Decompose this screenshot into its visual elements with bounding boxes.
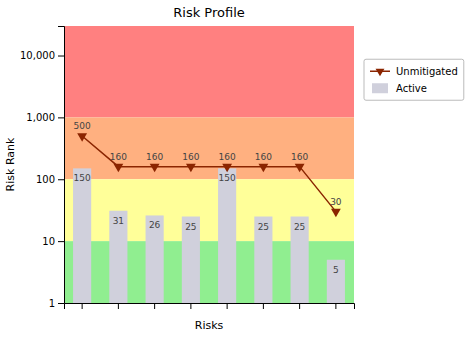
y-tick-mark	[58, 303, 64, 304]
x-tick	[190, 303, 191, 309]
marker	[186, 164, 196, 173]
legend-label: Active	[396, 83, 427, 94]
x-axis-line	[65, 304, 355, 310]
title: Risk Profile	[173, 5, 245, 20]
line-label: 500	[74, 121, 91, 131]
line	[82, 136, 336, 212]
line-label: 160	[182, 152, 199, 162]
x-tick-mark	[299, 303, 300, 309]
bar-label: 25	[294, 222, 305, 232]
chart-svg: 1 10 100 1,000 10,000 150 31 26 25 150 25 25 5 500 160…	[0, 0, 474, 337]
legend-label: Unmitigated	[396, 66, 458, 77]
line-label: 160	[291, 152, 308, 162]
marker	[258, 164, 268, 173]
y-tick: 10	[42, 236, 64, 247]
marker	[331, 209, 341, 218]
zone	[64, 241, 354, 303]
x-axis	[65, 303, 355, 309]
bar-label: 150	[74, 173, 91, 183]
plot-area	[64, 26, 354, 303]
y-axis-title: Risk Rank	[4, 137, 17, 191]
y-tick-mark	[58, 117, 64, 118]
bar	[254, 217, 272, 303]
legend-item: Active	[372, 83, 427, 94]
legend-item: Unmitigated	[370, 66, 458, 77]
y-tick: 1	[49, 298, 64, 309]
bar	[291, 217, 309, 303]
y-axis-line	[58, 27, 65, 304]
bar-label: 26	[149, 220, 161, 230]
bar	[218, 168, 236, 303]
bar	[146, 215, 164, 303]
x-tick	[154, 303, 155, 309]
y-tick-label: 10,000	[20, 50, 55, 61]
bar	[109, 211, 127, 303]
chart-container: 1 10 100 1,000 10,000 150 31 26 25 150 25 25 5 500 160…	[0, 0, 474, 337]
marker	[77, 133, 87, 142]
legend-box	[364, 59, 464, 100]
x-tick-mark	[190, 303, 191, 309]
bar-label: 31	[113, 216, 124, 226]
legend-marker	[376, 69, 385, 77]
x-tick	[263, 303, 264, 309]
plot-root: 1 10 100 1,000 10,000 150 31 26 25 150 25 25 5 500 160…	[20, 26, 355, 309]
legend: Unmitigated Active	[364, 59, 464, 100]
bar-label: 5	[333, 265, 339, 275]
marker	[295, 164, 305, 173]
y-tick-label: 10	[42, 236, 55, 247]
y-tick: 100	[36, 174, 64, 185]
x-tick	[299, 303, 300, 309]
line-label: 160	[146, 152, 163, 162]
x-tick	[118, 303, 119, 309]
zone	[64, 26, 354, 117]
line-label: 160	[255, 152, 272, 162]
bar	[182, 217, 200, 303]
data-labels: 150 31 26 25 150 25 25 5 500 160 160 160 160 160 160 30	[74, 121, 342, 275]
y-tick-label: 100	[36, 174, 55, 185]
x-tick-mark	[263, 303, 264, 309]
x-tick-mark	[154, 303, 155, 309]
bar-label: 25	[185, 222, 196, 232]
y-tick-label: 1,000	[26, 112, 55, 123]
line-label: 30	[330, 197, 342, 207]
x-tick	[82, 303, 83, 309]
x-tick-mark	[227, 303, 228, 309]
marker	[222, 164, 232, 173]
marker	[150, 164, 160, 173]
bar	[327, 260, 345, 303]
x-tick	[335, 303, 336, 309]
y-tick-label: 1	[49, 298, 55, 309]
y-tick: 1,000	[26, 112, 64, 123]
bar-label: 25	[258, 222, 269, 232]
x-tick	[227, 303, 228, 309]
y-axis: 1 10 100 1,000 10,000	[20, 27, 65, 309]
x-axis-title: Risks	[195, 319, 224, 332]
x-tick-mark	[335, 303, 336, 309]
y-tick-mark	[58, 241, 64, 242]
x-tick-mark	[118, 303, 119, 309]
line-label: 160	[219, 152, 236, 162]
line-label: 160	[110, 152, 127, 162]
x-tick-mark	[82, 303, 83, 309]
y-tick-mark	[58, 56, 64, 57]
bar	[73, 168, 91, 303]
y-tick: 10,000	[20, 50, 64, 61]
marker	[113, 164, 123, 173]
y-tick-mark	[58, 179, 64, 180]
legend-swatch	[372, 83, 388, 93]
zone	[64, 117, 354, 179]
bar-label: 150	[219, 173, 236, 183]
zone	[64, 179, 354, 241]
